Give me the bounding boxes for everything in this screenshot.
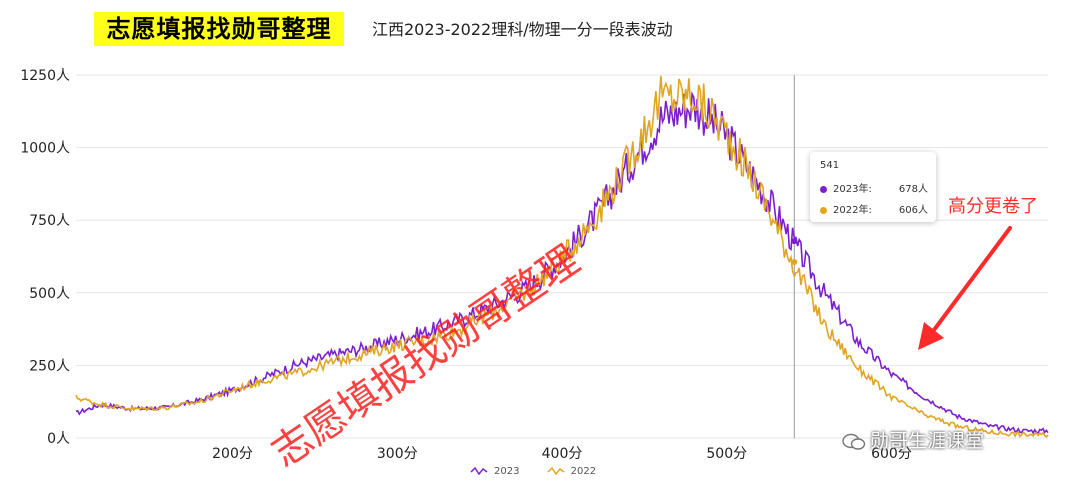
y-axis-ticks: 0人 250人 500人 750人 1000人 1250人	[20, 68, 70, 447]
x-tick-label: 500分	[706, 446, 747, 462]
hover-point	[791, 238, 798, 245]
highlight-title: 志愿填报找勋哥整理	[94, 12, 344, 46]
x-tick-label: 200分	[212, 446, 253, 462]
legend-label: 2023	[494, 466, 520, 477]
tooltip-score: 541	[820, 160, 840, 171]
legend-line-icon	[547, 466, 565, 476]
annotation-text: 高分更卷了	[948, 196, 1038, 217]
tooltip-label: 2023年:	[833, 184, 872, 195]
y-tick-label: 750人	[29, 213, 70, 229]
hover-points	[791, 238, 798, 266]
y-tick-label: 0人	[47, 431, 70, 447]
legend-item-2023[interactable]: 2023	[470, 466, 519, 477]
legend-line-icon	[470, 466, 488, 476]
x-axis-ticks: 200分 300分 400分 500分 600分	[212, 446, 912, 462]
x-tick-label: 300分	[377, 446, 418, 462]
y-tick-label: 1000人	[20, 141, 70, 157]
chart-subtitle: 江西2023-2022理科/物理一分一段表波动	[372, 20, 673, 39]
chart-legend: 2023 2022	[470, 466, 620, 477]
x-tick-label: 600分	[871, 446, 912, 462]
dot-icon	[820, 206, 827, 214]
legend-item-2022[interactable]: 2022	[547, 466, 596, 477]
series-line-2022	[75, 75, 1049, 439]
tooltip-row-2022: 2022年: 606人	[820, 201, 928, 216]
series-lines	[75, 75, 1049, 439]
grid-lines	[76, 74, 1048, 439]
tooltip-label: 2022年:	[833, 205, 872, 216]
brand-name: 勋哥生涯课堂	[870, 430, 985, 452]
arrow-annotation	[918, 226, 1012, 350]
dot-icon	[820, 185, 827, 193]
hover-point	[791, 259, 798, 266]
tooltip-value: 606人	[898, 205, 928, 216]
chart-tooltip: 541 2023年: 678人 2022年: 606人	[810, 152, 936, 222]
tooltip-value: 678人	[898, 184, 928, 195]
y-tick-label: 500人	[29, 286, 70, 302]
y-tick-label: 250人	[29, 358, 70, 374]
tooltip-row-2023: 2023年: 678人	[820, 180, 928, 195]
y-tick-label: 1250人	[20, 68, 70, 84]
wechat-icon	[842, 433, 866, 450]
x-tick-label: 400分	[542, 446, 583, 462]
legend-label: 2022	[570, 466, 597, 477]
brand-watermark: 勋哥生涯课堂	[842, 426, 984, 453]
